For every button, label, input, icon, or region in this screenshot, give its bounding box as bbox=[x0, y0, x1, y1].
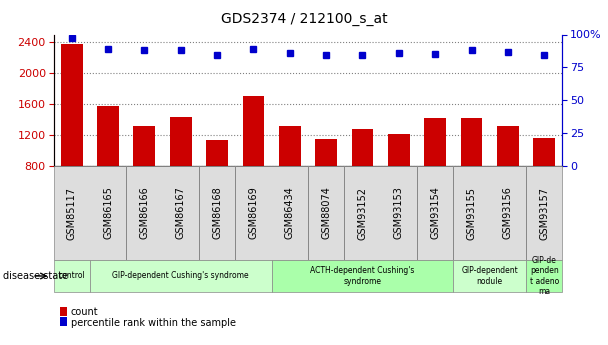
Bar bbox=[170, 117, 192, 166]
Bar bbox=[424, 118, 446, 166]
Text: GSM93154: GSM93154 bbox=[430, 187, 440, 239]
Text: GSM85117: GSM85117 bbox=[67, 187, 77, 239]
Text: count: count bbox=[71, 307, 98, 317]
Text: GIP-dependent
nodule: GIP-dependent nodule bbox=[461, 266, 518, 286]
Bar bbox=[61, 44, 83, 166]
Bar bbox=[461, 118, 482, 166]
Text: GSM86167: GSM86167 bbox=[176, 187, 185, 239]
Bar bbox=[243, 96, 264, 166]
Text: GSM86165: GSM86165 bbox=[103, 187, 113, 239]
Text: percentile rank within the sample: percentile rank within the sample bbox=[71, 318, 235, 327]
Text: GSM86166: GSM86166 bbox=[139, 187, 150, 239]
Bar bbox=[388, 134, 410, 166]
Text: GSM86434: GSM86434 bbox=[285, 187, 295, 239]
Bar bbox=[351, 129, 373, 166]
Text: ACTH-dependent Cushing's
syndrome: ACTH-dependent Cushing's syndrome bbox=[310, 266, 415, 286]
Bar bbox=[533, 138, 555, 166]
Bar bbox=[497, 126, 519, 166]
Text: disease state: disease state bbox=[3, 271, 68, 281]
Text: GSM88074: GSM88074 bbox=[321, 187, 331, 239]
Bar bbox=[206, 140, 228, 166]
Text: GSM93152: GSM93152 bbox=[358, 187, 367, 239]
Text: GSM93157: GSM93157 bbox=[539, 187, 549, 239]
Bar bbox=[97, 106, 119, 166]
Text: GIP-dependent Cushing's syndrome: GIP-dependent Cushing's syndrome bbox=[112, 272, 249, 280]
Text: GSM86169: GSM86169 bbox=[249, 187, 258, 239]
Bar bbox=[134, 126, 155, 166]
Text: GSM93153: GSM93153 bbox=[394, 187, 404, 239]
Bar bbox=[315, 139, 337, 166]
Text: GSM93156: GSM93156 bbox=[503, 187, 513, 239]
Text: control: control bbox=[58, 272, 85, 280]
Text: GIP-de
penden
t adeno
ma: GIP-de penden t adeno ma bbox=[530, 256, 559, 296]
Text: GDS2374 / 212100_s_at: GDS2374 / 212100_s_at bbox=[221, 12, 387, 26]
Text: GSM86168: GSM86168 bbox=[212, 187, 222, 239]
Text: GSM93155: GSM93155 bbox=[466, 187, 477, 239]
Bar bbox=[279, 126, 301, 166]
